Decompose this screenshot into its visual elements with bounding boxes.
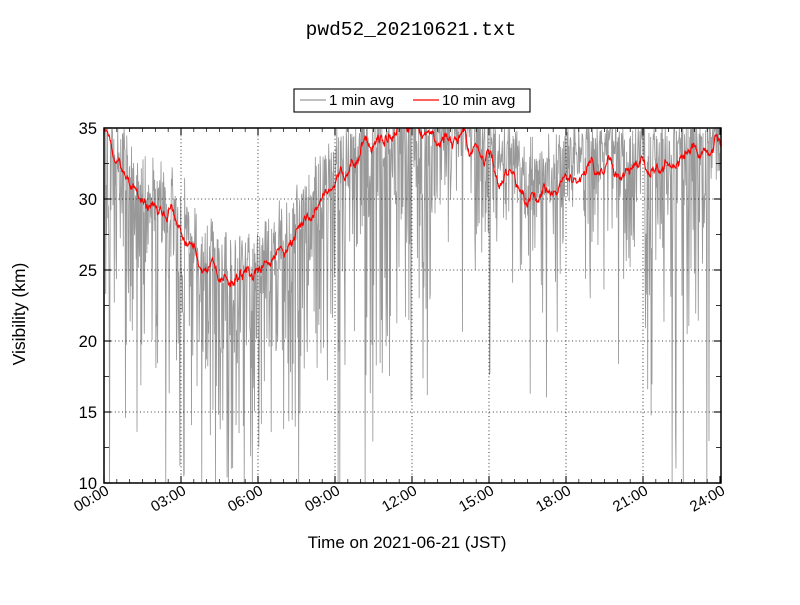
svg-text:Visibility (km): Visibility (km) — [9, 263, 29, 366]
svg-text:pwd52_20210621.txt: pwd52_20210621.txt — [306, 19, 517, 41]
svg-text:25: 25 — [79, 262, 97, 280]
svg-text:Time on 2021-06-21 (JST): Time on 2021-06-21 (JST) — [308, 533, 507, 552]
svg-text:20: 20 — [79, 333, 97, 351]
svg-text:1 min avg: 1 min avg — [329, 92, 394, 109]
svg-text:10 min avg: 10 min avg — [442, 92, 515, 109]
svg-text:15: 15 — [79, 404, 97, 422]
svg-text:35: 35 — [79, 120, 97, 138]
svg-text:30: 30 — [79, 191, 97, 209]
